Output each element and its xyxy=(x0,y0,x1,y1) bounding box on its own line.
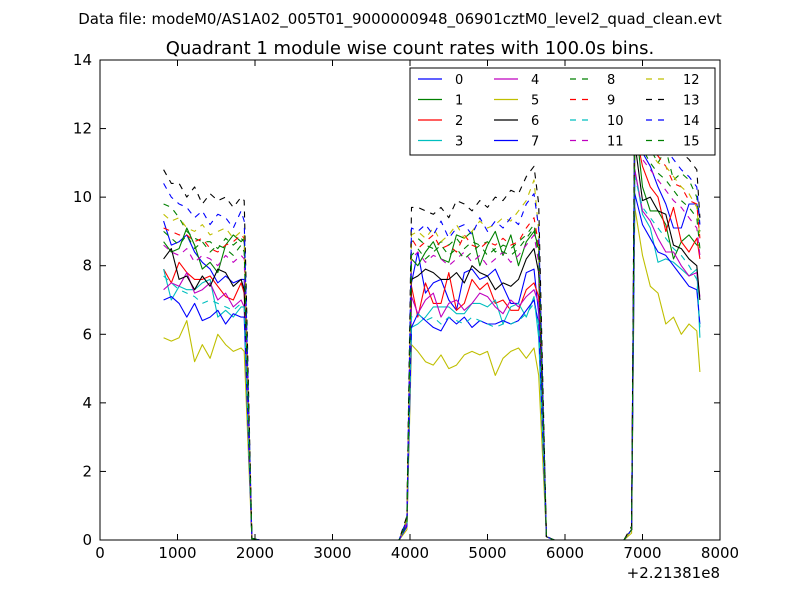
y-tick-label: 6 xyxy=(82,325,92,343)
x-tick-label: 6000 xyxy=(546,544,584,562)
legend-label-0: 0 xyxy=(455,73,463,88)
y-tick-label: 12 xyxy=(73,120,92,138)
axis-ticks: 0 1000 2000 3000 4000 5000 6000 7000 80000246810… xyxy=(73,51,739,562)
x-tick-label: 5000 xyxy=(468,544,506,562)
legend-label-2: 2 xyxy=(455,114,463,129)
legend-label-3: 3 xyxy=(455,135,463,150)
series-line-2 xyxy=(163,128,701,541)
x-tick-label: 8000 xyxy=(701,544,739,562)
legend-frame xyxy=(409,67,716,156)
y-tick-label: 8 xyxy=(82,257,92,275)
legend-label-12: 12 xyxy=(683,73,700,88)
legend-label-1: 1 xyxy=(455,94,463,109)
series-line-11 xyxy=(163,117,701,541)
x-tick-label: 1000 xyxy=(158,544,196,562)
y-tick-label: 4 xyxy=(82,394,92,412)
legend-label-10: 10 xyxy=(607,114,624,129)
legend-label-7: 7 xyxy=(531,135,539,150)
x-tick-label: 7000 xyxy=(623,544,661,562)
legend-label-15: 15 xyxy=(683,135,700,150)
legend-label-5: 5 xyxy=(531,94,539,109)
x-tick-label: 3000 xyxy=(313,544,351,562)
legend-label-9: 9 xyxy=(607,94,615,109)
y-tick-label: 0 xyxy=(82,531,92,549)
suptitle: Data file: modeM0/AS1A02_005T01_90000009… xyxy=(78,10,722,29)
legend-label-6: 6 xyxy=(531,114,539,129)
legend-label-11: 11 xyxy=(607,135,624,150)
legend-label-13: 13 xyxy=(683,94,700,109)
x-tick-label: 2000 xyxy=(236,544,274,562)
legend-label-8: 8 xyxy=(607,73,615,88)
series-line-15 xyxy=(163,121,701,541)
y-tick-label: 10 xyxy=(73,188,92,206)
x-tick-label: 4000 xyxy=(391,544,429,562)
chart-title: Quadrant 1 module wise count rates with … xyxy=(166,38,655,59)
series-line-0 xyxy=(163,117,701,541)
x-offset-label: +2.21381e8 xyxy=(627,564,720,582)
y-tick-label: 14 xyxy=(73,51,92,69)
legend-label-14: 14 xyxy=(683,114,700,129)
x-tick-label: 0 xyxy=(95,544,105,562)
y-tick-label: 2 xyxy=(82,462,92,480)
legend-label-4: 4 xyxy=(531,73,539,88)
